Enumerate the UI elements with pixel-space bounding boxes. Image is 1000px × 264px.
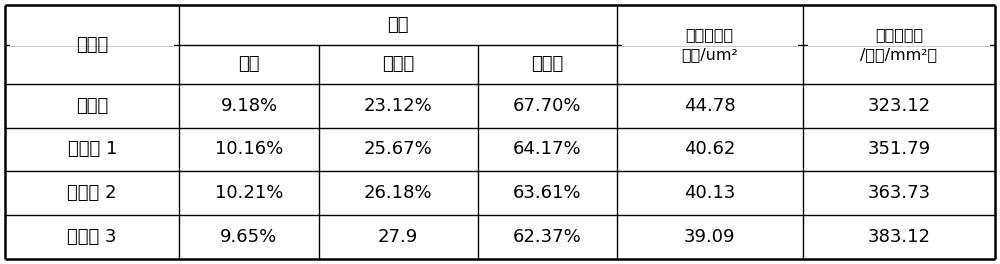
- Bar: [808, 39, 990, 46]
- Text: 67.70%: 67.70%: [513, 97, 581, 115]
- Text: 实施例 1: 实施例 1: [68, 140, 117, 158]
- Bar: [10, 39, 174, 46]
- Bar: [622, 39, 798, 46]
- Text: 44.78: 44.78: [684, 97, 736, 115]
- Text: 27.9: 27.9: [378, 228, 418, 246]
- Text: 圆形: 圆形: [238, 55, 260, 73]
- Text: 39.09: 39.09: [684, 228, 736, 246]
- Text: 63.61%: 63.61%: [513, 184, 581, 202]
- Text: 夹杂物数量
/（个/mm²）: 夹杂物数量 /（个/mm²）: [860, 27, 938, 62]
- Text: 25.67%: 25.67%: [364, 140, 432, 158]
- Text: 实施例: 实施例: [76, 36, 108, 54]
- Text: 40.62: 40.62: [684, 140, 735, 158]
- Text: 62.37%: 62.37%: [513, 228, 582, 246]
- Text: 23.12%: 23.12%: [364, 97, 432, 115]
- Text: 64.17%: 64.17%: [513, 140, 581, 158]
- Text: 383.12: 383.12: [867, 228, 930, 246]
- Text: 实施例 3: 实施例 3: [67, 228, 117, 246]
- Text: 夹杂物平均
面积/um²: 夹杂物平均 面积/um²: [681, 27, 738, 62]
- Text: 9.18%: 9.18%: [220, 97, 278, 115]
- Text: 长条形: 长条形: [531, 55, 563, 73]
- Text: 40.13: 40.13: [684, 184, 735, 202]
- Text: 363.73: 363.73: [867, 184, 931, 202]
- Text: 9.65%: 9.65%: [220, 228, 278, 246]
- Text: 351.79: 351.79: [867, 140, 931, 158]
- Text: 纺锥形: 纺锥形: [382, 55, 414, 73]
- Text: 实施例 2: 实施例 2: [67, 184, 117, 202]
- Text: 26.18%: 26.18%: [364, 184, 432, 202]
- Text: 对比例: 对比例: [76, 97, 108, 115]
- Text: 323.12: 323.12: [867, 97, 931, 115]
- Text: 10.16%: 10.16%: [215, 140, 283, 158]
- Text: 形状: 形状: [387, 16, 409, 34]
- Text: 10.21%: 10.21%: [215, 184, 283, 202]
